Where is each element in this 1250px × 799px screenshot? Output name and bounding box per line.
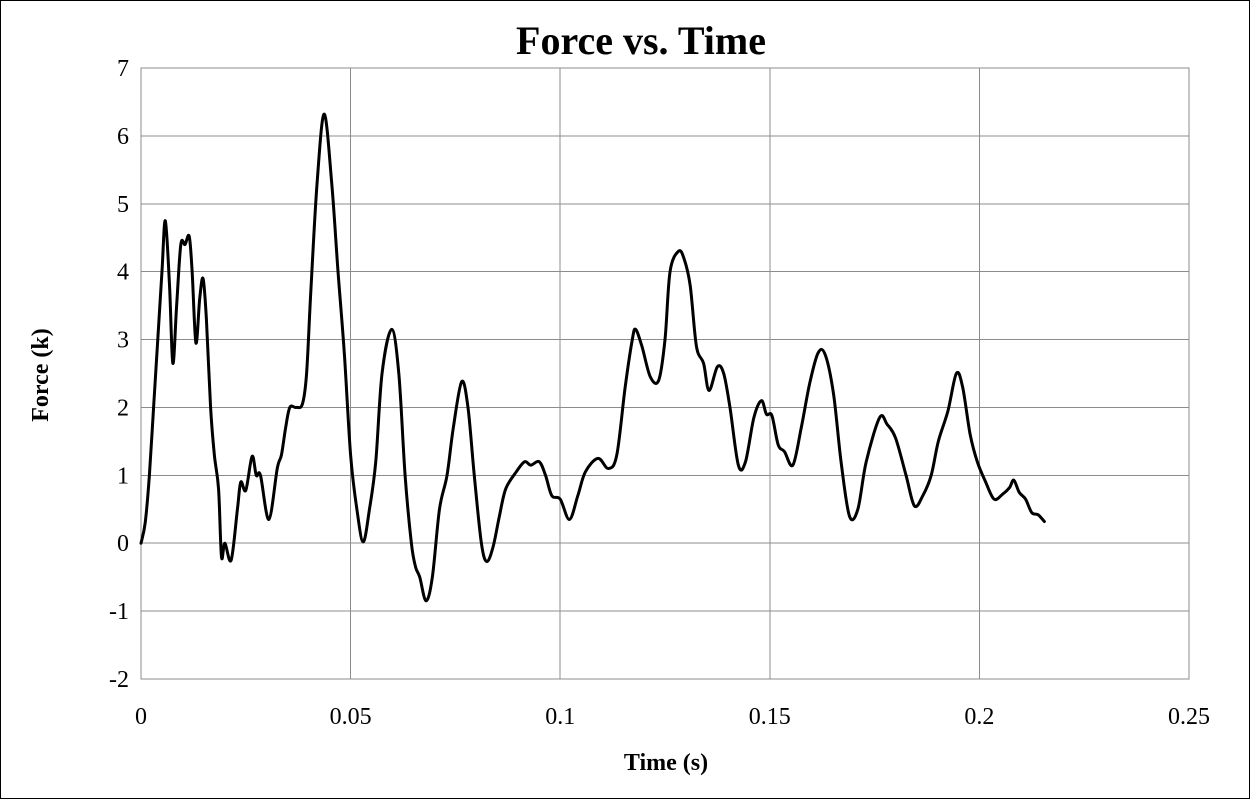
x-tick-label: 0.05 <box>330 704 372 730</box>
x-tick-label: 0.15 <box>749 704 791 730</box>
x-tick-label: 0.25 <box>1168 704 1210 730</box>
y-tick-label: -1 <box>109 599 129 625</box>
y-tick-label: 1 <box>117 463 129 489</box>
y-axis-label: Force (k) <box>28 328 54 422</box>
x-axis-label: Time (s) <box>624 750 708 776</box>
y-tick-label: 6 <box>117 124 129 150</box>
x-tick-label: 0 <box>135 704 147 730</box>
y-tick-label: 2 <box>117 395 129 421</box>
y-tick-label: 3 <box>117 328 129 354</box>
y-tick-label: 4 <box>117 260 129 286</box>
x-tick-labels: 0 0.05 0.1 0.15 0.2 0.25 <box>135 704 1210 730</box>
plot-area-border <box>140 67 1190 680</box>
y-tick-label: 0 <box>117 531 129 557</box>
y-tick-label: 5 <box>117 192 129 218</box>
y-tick-label: -2 <box>109 667 129 693</box>
x-tick-label: 0.1 <box>545 704 575 730</box>
x-tick-label: 0.2 <box>964 704 994 730</box>
grid-layer <box>140 67 1190 680</box>
chart-title: Force vs. Time <box>516 18 766 63</box>
force-series-line <box>139 112 1046 603</box>
y-tick-labels: -2 -1 0 1 2 3 4 5 6 7 <box>109 56 129 693</box>
y-tick-label: 7 <box>117 56 129 82</box>
series-layer <box>139 112 1046 603</box>
